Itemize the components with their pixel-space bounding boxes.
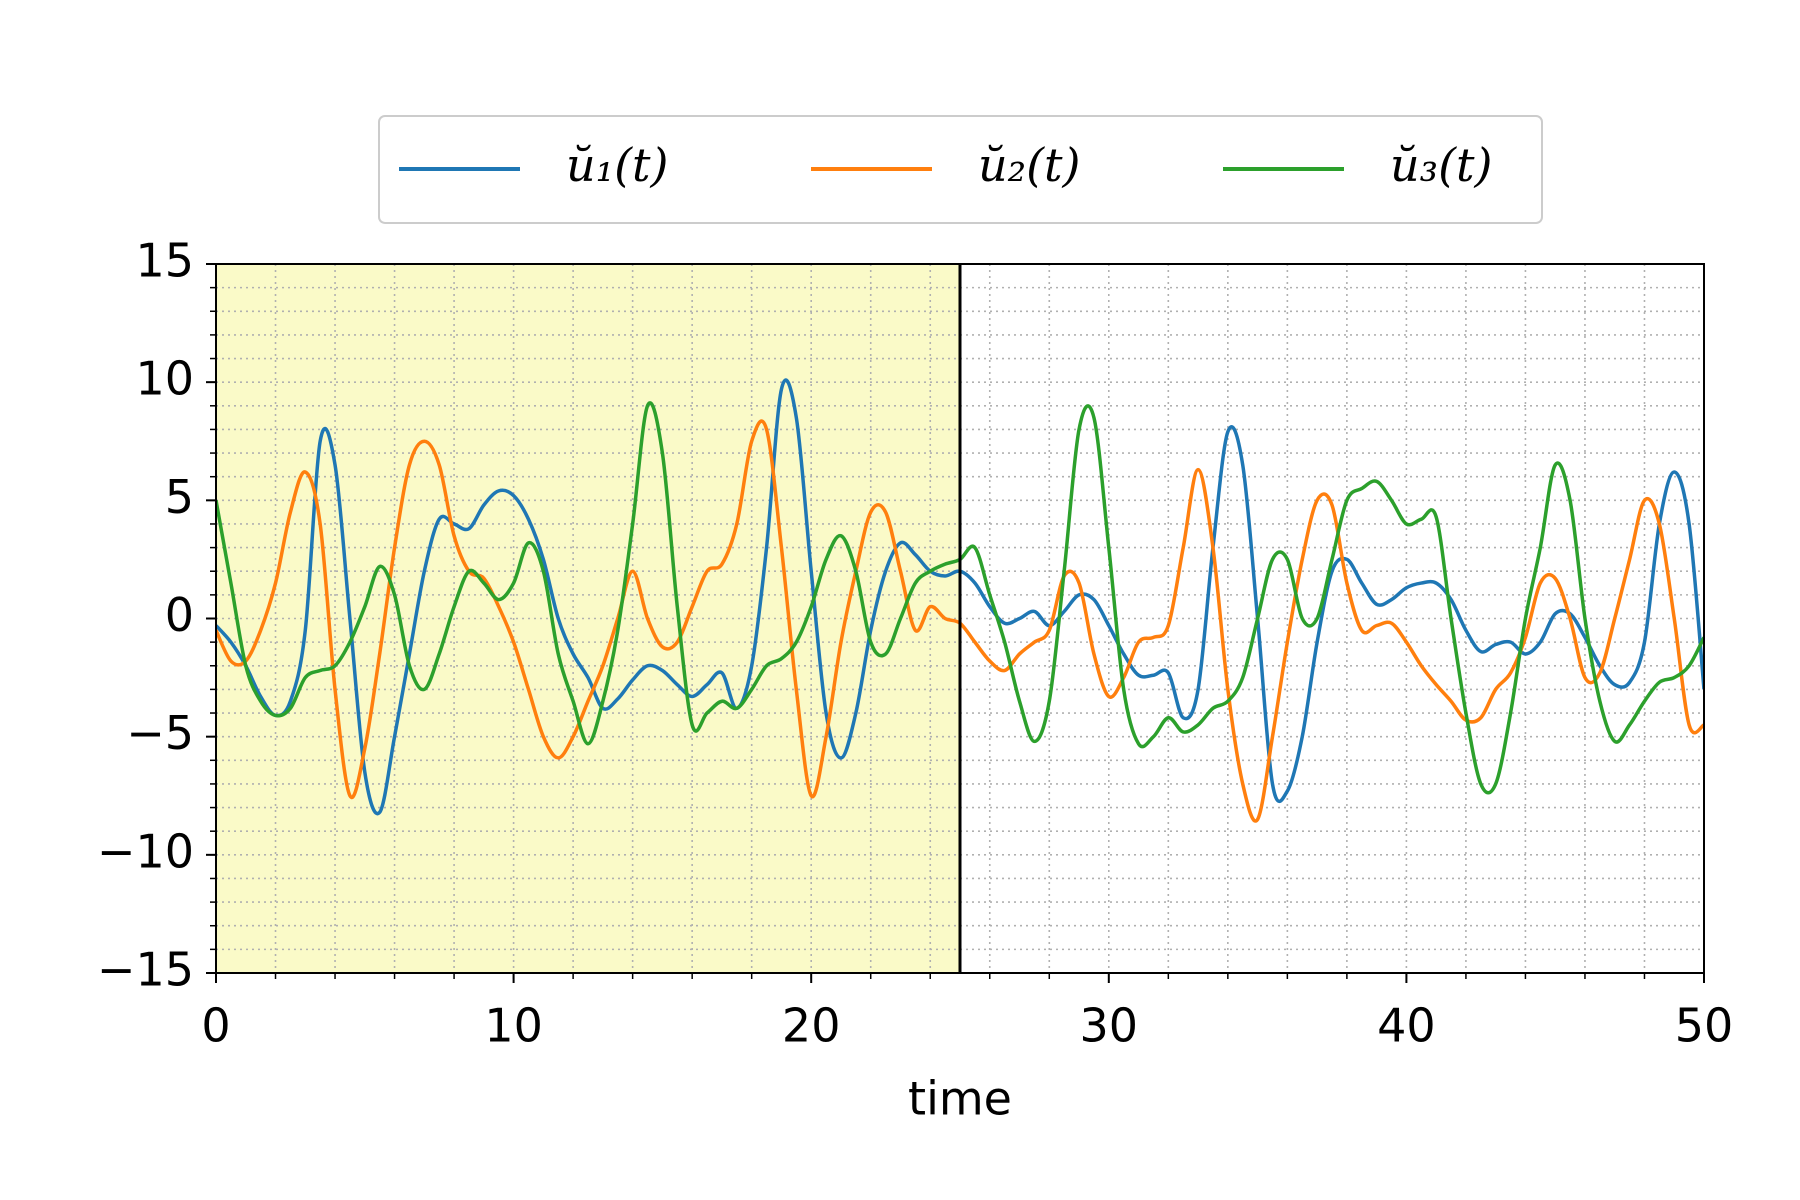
series-line: [216, 401, 1704, 795]
y-tick-label: 5: [165, 470, 194, 524]
legend-box: [378, 115, 1543, 224]
x-tick-label: 10: [484, 999, 543, 1053]
legend-label: ŭ₃(t): [1390, 138, 1492, 192]
y-tick-label: −5: [126, 706, 194, 760]
x-tick-label: 0: [201, 999, 230, 1053]
series-line: [216, 419, 1704, 823]
x-tick-label: 30: [1080, 999, 1139, 1053]
legend-label: ŭ₁(t): [566, 138, 668, 192]
y-tick-label: 15: [135, 234, 194, 288]
x-tick-label: 50: [1675, 999, 1734, 1053]
series-line: [216, 378, 1704, 816]
y-tick-label: −15: [97, 943, 194, 997]
y-tick-label: −10: [97, 824, 194, 878]
x-tick-label: 20: [782, 999, 841, 1053]
y-tick-label: 0: [165, 588, 194, 642]
x-axis-label: time: [908, 1072, 1012, 1126]
x-tick-label: 40: [1377, 999, 1436, 1053]
legend-label: ŭ₂(t): [978, 138, 1080, 192]
y-tick-label: 10: [135, 352, 194, 406]
